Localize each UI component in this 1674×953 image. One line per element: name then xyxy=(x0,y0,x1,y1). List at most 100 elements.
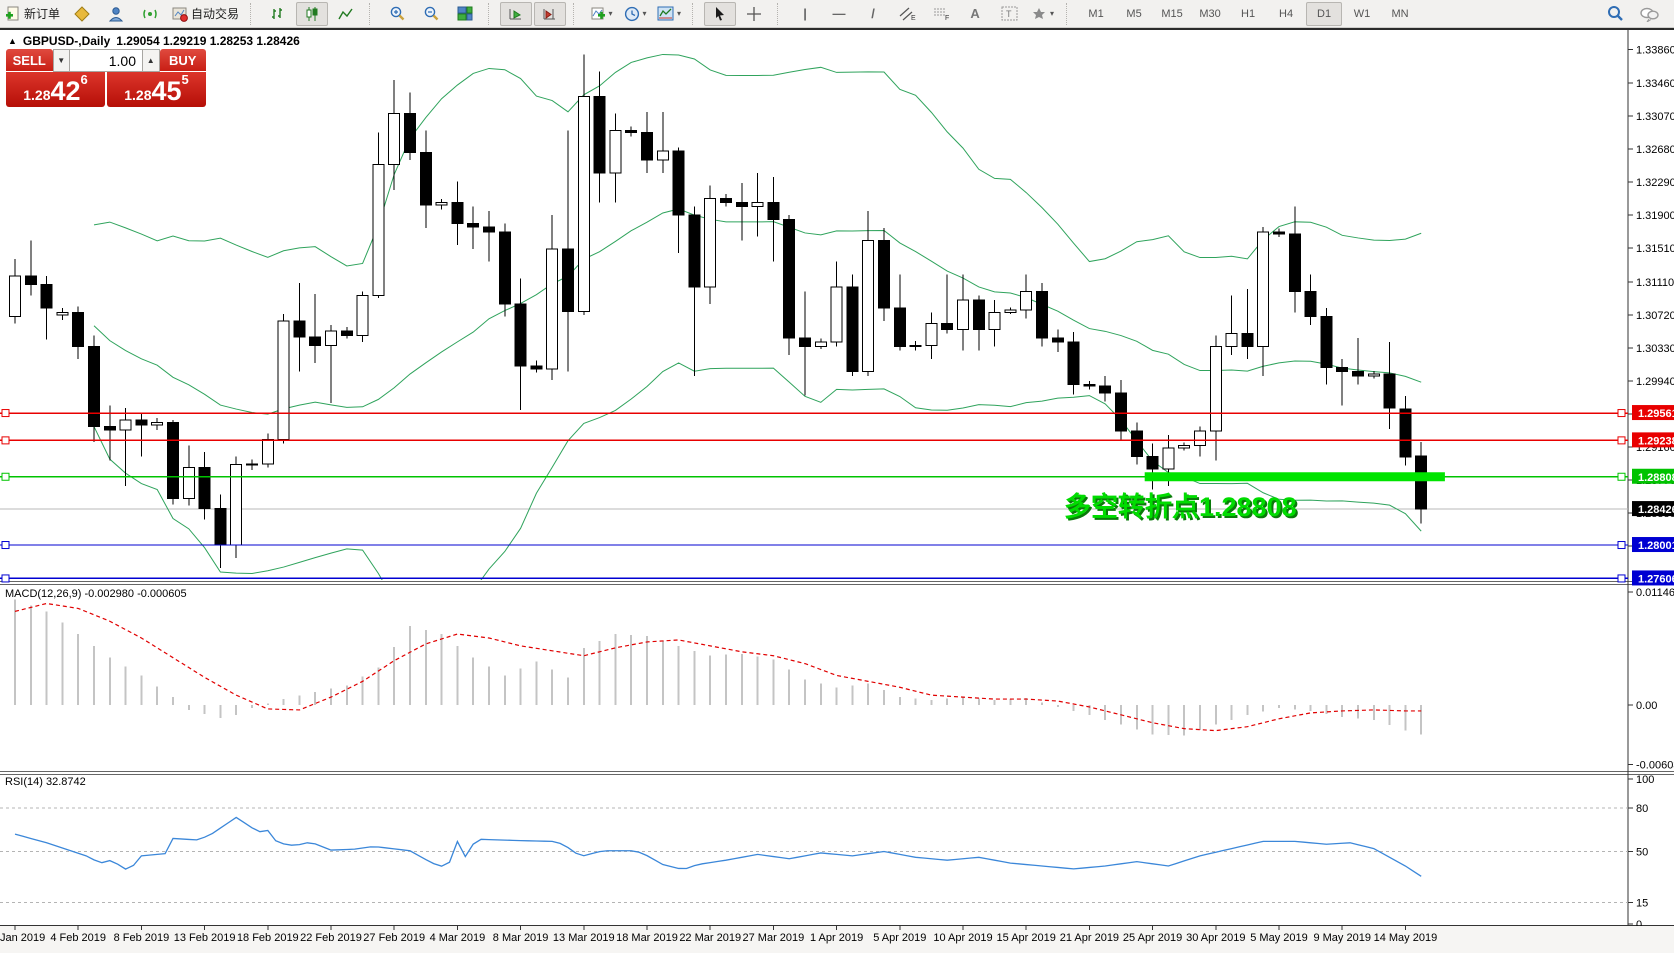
profile-button[interactable] xyxy=(100,2,132,26)
chevron-down-icon: ▾ xyxy=(677,9,682,18)
sell-button[interactable]: SELL xyxy=(6,49,53,72)
signals-button[interactable] xyxy=(134,2,166,26)
new-order-label: 新订单 xyxy=(24,7,61,21)
svg-text:10 Apr 2019: 10 Apr 2019 xyxy=(933,932,992,944)
svg-text:4 Feb 2019: 4 Feb 2019 xyxy=(50,932,106,944)
tile-windows-button[interactable] xyxy=(449,2,481,26)
chart-shift-button[interactable] xyxy=(534,1,567,26)
svg-text:1.28001: 1.28001 xyxy=(1638,540,1674,552)
main-price-pane xyxy=(0,53,1628,580)
toolbar-separator xyxy=(692,2,700,25)
panel-collapse-arrow[interactable]: ▲ xyxy=(8,36,17,46)
trendline-button[interactable]: / xyxy=(857,2,889,26)
timeframe-H1[interactable]: H1 xyxy=(1241,7,1256,20)
timeframe-M5[interactable]: M5 xyxy=(1126,7,1142,20)
autotrading-icon xyxy=(172,7,188,22)
timeframe-M1[interactable]: M1 xyxy=(1088,7,1104,20)
buy-price-prefix: 1.28 xyxy=(124,87,152,103)
timeframe-M15[interactable]: M15 xyxy=(1161,7,1183,20)
volume-input[interactable] xyxy=(70,49,142,72)
volume-increase-button[interactable]: ▲ xyxy=(142,49,160,72)
svg-text:1.29561: 1.29561 xyxy=(1638,408,1674,420)
svg-text:1.33460: 1.33460 xyxy=(1636,78,1674,90)
candlestick-chart-button[interactable] xyxy=(296,1,329,26)
metaeditor-button[interactable] xyxy=(66,2,98,26)
signals-icon xyxy=(143,9,157,18)
svg-text:30 Jan 2019: 30 Jan 2019 xyxy=(0,932,45,944)
horizontal-line-icon: — xyxy=(832,6,846,21)
profile-icon xyxy=(108,6,124,21)
toolbar-separator xyxy=(1066,2,1074,25)
vertical-line-button[interactable]: | xyxy=(789,2,821,26)
timeframe-H4[interactable]: H4 xyxy=(1279,7,1294,20)
buy-price-button[interactable]: 1.28 45 5 xyxy=(107,72,206,107)
horizontal-line-button[interactable]: — xyxy=(823,2,855,26)
zoom-out-button[interactable] xyxy=(415,2,447,26)
svg-text:1.31510: 1.31510 xyxy=(1636,243,1674,255)
line-handle xyxy=(1617,409,1626,418)
crosshair-button[interactable] xyxy=(738,2,770,26)
macd-pane xyxy=(14,599,1423,736)
svg-text:-0.006031: -0.006031 xyxy=(1636,759,1674,771)
text-label-icon: T xyxy=(1001,6,1018,21)
timeframe-W1[interactable]: W1 xyxy=(1353,7,1371,20)
toolbar-separator xyxy=(369,2,377,25)
search-button[interactable] xyxy=(1599,2,1631,26)
svg-text:1.33070: 1.33070 xyxy=(1636,111,1674,123)
new-order-button[interactable]: 新订单 xyxy=(1,2,64,26)
equidistant-channel-button[interactable]: E xyxy=(891,2,923,26)
line-handle xyxy=(1617,436,1626,445)
svg-text:5 Apr 2019: 5 Apr 2019 xyxy=(873,932,926,944)
ohlc-values-label: 1.29054 1.29219 1.28253 1.28426 xyxy=(116,34,300,48)
auto-scroll-button[interactable] xyxy=(500,1,533,26)
svg-text:1.31900: 1.31900 xyxy=(1636,210,1674,222)
svg-text:1.28808: 1.28808 xyxy=(1638,472,1674,484)
fibonacci-button[interactable]: F xyxy=(925,2,957,26)
zoom-out-icon xyxy=(424,6,438,20)
periods-button[interactable]: ▾ xyxy=(619,2,651,26)
svg-text:9 May 2019: 9 May 2019 xyxy=(1313,932,1370,944)
sell-price-button[interactable]: 1.28 42 6 xyxy=(6,72,105,107)
cursor-icon xyxy=(716,7,725,21)
rsi-pane xyxy=(0,807,1628,903)
clock-icon xyxy=(624,6,639,21)
zoom-in-button[interactable] xyxy=(381,2,413,26)
timeframe-MN[interactable]: MN xyxy=(1391,7,1409,20)
cursor-button[interactable] xyxy=(704,1,737,26)
svg-text:13 Mar 2019: 13 Mar 2019 xyxy=(553,932,615,944)
chart-window: 1.33860 1.33460 1.33070 1.32680 1.32290 1.319… xyxy=(0,28,1674,953)
svg-text:30 Apr 2019: 30 Apr 2019 xyxy=(1186,932,1245,944)
chevron-down-icon: ▾ xyxy=(608,9,613,18)
chat-button[interactable] xyxy=(1633,2,1665,26)
vertical-line-icon: | xyxy=(803,6,807,21)
text-button[interactable]: A xyxy=(959,2,991,26)
bar-chart-button[interactable] xyxy=(262,2,294,26)
trendline-icon: / xyxy=(871,6,875,21)
svg-text:18 Feb 2019: 18 Feb 2019 xyxy=(237,932,299,944)
volume-decrease-button[interactable]: ▼ xyxy=(52,49,70,72)
buy-button[interactable]: BUY xyxy=(159,49,206,72)
sell-price-pip: 6 xyxy=(80,72,88,87)
autotrading-button[interactable]: 自动交易 xyxy=(168,2,243,26)
arrows-button[interactable]: ▾ xyxy=(1027,2,1059,26)
svg-text:22 Mar 2019: 22 Mar 2019 xyxy=(679,932,741,944)
metaeditor-icon xyxy=(74,5,90,22)
toolbar-separator xyxy=(573,2,581,25)
svg-text:4 Mar 2019: 4 Mar 2019 xyxy=(430,932,486,944)
chart-canvas[interactable]: 1.33860 1.33460 1.33070 1.32680 1.32290 1.319… xyxy=(0,30,1674,953)
svg-text:0.011465: 0.011465 xyxy=(1636,587,1674,599)
timeframe-M30[interactable]: M30 xyxy=(1199,7,1221,20)
svg-text:1.30330: 1.30330 xyxy=(1636,343,1674,355)
indicators-icon xyxy=(591,7,605,20)
templates-button[interactable]: ▾ xyxy=(653,2,685,26)
line-chart-button[interactable] xyxy=(330,2,362,26)
svg-text:5 May 2019: 5 May 2019 xyxy=(1250,932,1307,944)
line-handle xyxy=(1,472,10,481)
arrows-icon xyxy=(1033,7,1046,19)
timeframe-D1[interactable]: D1 xyxy=(1306,1,1343,26)
text-label-button[interactable]: T xyxy=(993,2,1025,26)
equidistant-channel-icon: E xyxy=(899,7,916,21)
svg-text:8 Mar 2019: 8 Mar 2019 xyxy=(493,932,549,944)
indicators-button[interactable]: ▾ xyxy=(585,2,617,26)
date-axis: 30 Jan 2019 4 Feb 2019 8 Feb 2019 13 Feb 20… xyxy=(0,925,1437,944)
